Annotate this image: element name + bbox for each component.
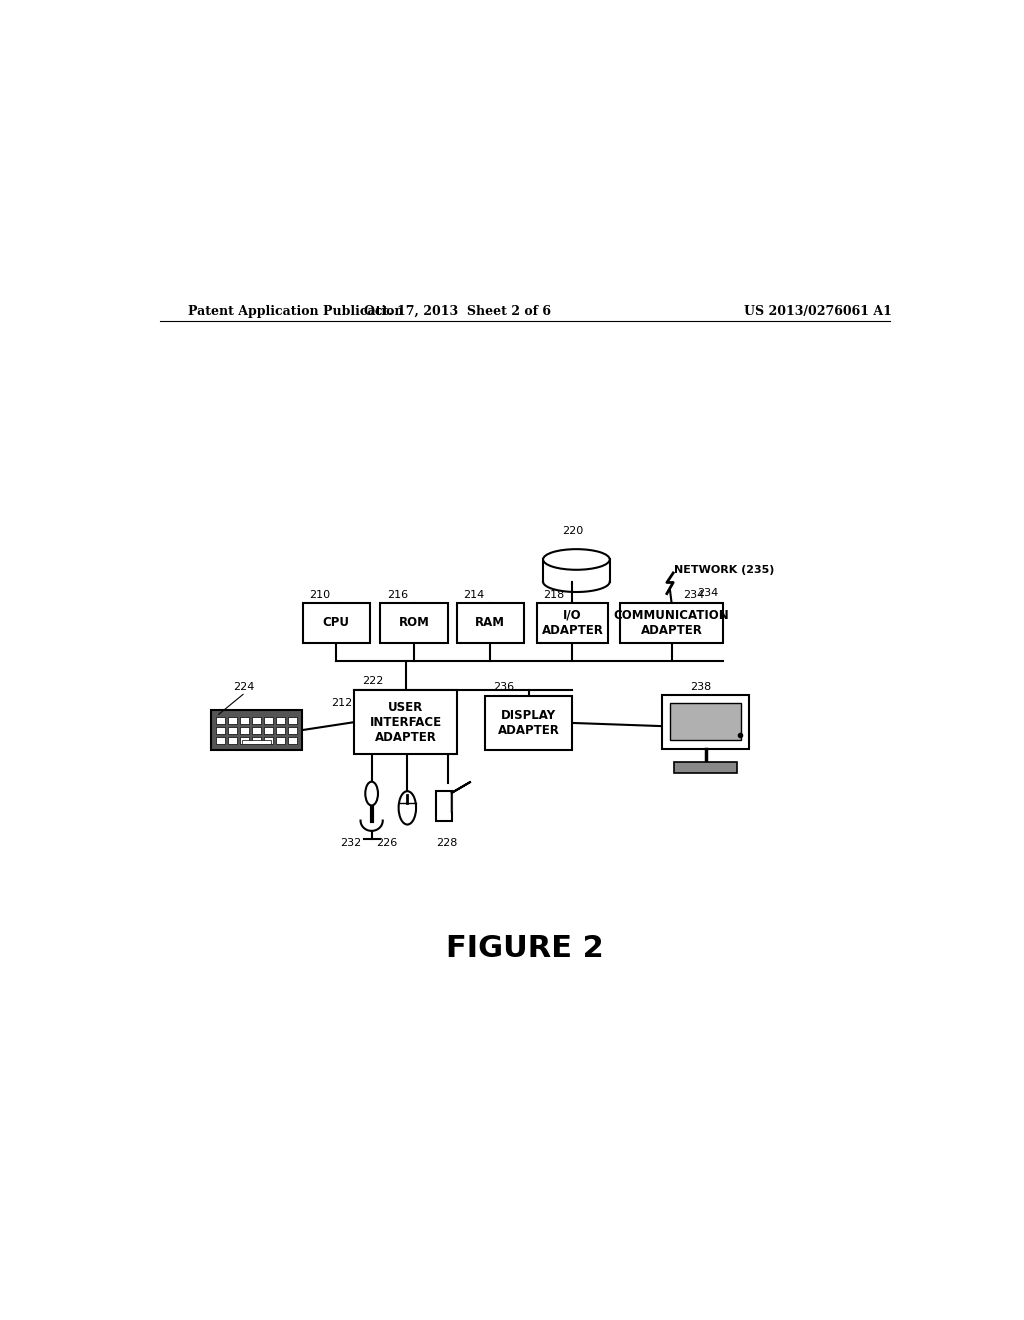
FancyBboxPatch shape [264,738,272,744]
FancyBboxPatch shape [228,727,238,734]
Ellipse shape [398,791,416,825]
Text: 210: 210 [309,590,330,599]
Text: USER
INTERFACE
ADAPTER: USER INTERFACE ADAPTER [370,701,441,743]
Text: 226: 226 [377,838,397,847]
Text: 216: 216 [387,590,408,599]
FancyBboxPatch shape [276,738,285,744]
FancyBboxPatch shape [228,717,238,723]
FancyBboxPatch shape [252,727,261,734]
Text: 232: 232 [340,838,361,847]
Ellipse shape [366,781,378,805]
FancyBboxPatch shape [663,696,750,750]
FancyBboxPatch shape [457,603,524,643]
Text: FIGURE 2: FIGURE 2 [445,933,604,962]
FancyBboxPatch shape [288,717,297,723]
Text: 220: 220 [562,525,583,536]
FancyBboxPatch shape [485,696,572,750]
Ellipse shape [543,549,609,570]
FancyBboxPatch shape [216,717,225,723]
FancyBboxPatch shape [241,738,249,744]
FancyBboxPatch shape [216,727,225,734]
FancyBboxPatch shape [216,738,225,744]
Text: I/O
ADAPTER: I/O ADAPTER [542,609,603,638]
FancyBboxPatch shape [276,727,285,734]
FancyBboxPatch shape [228,738,238,744]
Text: 212: 212 [331,698,352,708]
Text: ROM: ROM [398,616,429,630]
Text: DISPLAY
ADAPTER: DISPLAY ADAPTER [498,709,560,737]
FancyBboxPatch shape [303,603,370,643]
Polygon shape [452,781,471,812]
FancyBboxPatch shape [264,717,272,723]
Text: Oct. 17, 2013  Sheet 2 of 6: Oct. 17, 2013 Sheet 2 of 6 [364,305,551,318]
FancyBboxPatch shape [354,690,458,754]
FancyBboxPatch shape [276,717,285,723]
FancyBboxPatch shape [241,727,249,734]
FancyBboxPatch shape [243,739,270,744]
FancyBboxPatch shape [211,710,302,750]
Text: 234: 234 [697,589,718,598]
FancyBboxPatch shape [674,762,737,774]
Text: CPU: CPU [323,616,350,630]
Text: 228: 228 [436,838,458,847]
Text: 236: 236 [494,682,514,692]
FancyBboxPatch shape [537,603,608,643]
FancyBboxPatch shape [436,791,452,821]
FancyBboxPatch shape [620,603,723,643]
Text: 214: 214 [463,590,484,599]
FancyBboxPatch shape [380,603,447,643]
Text: Patent Application Publication: Patent Application Publication [187,305,403,318]
FancyBboxPatch shape [252,717,261,723]
Text: 234: 234 [684,590,705,599]
Text: 222: 222 [362,676,383,686]
Text: RAM: RAM [475,616,505,630]
FancyBboxPatch shape [288,727,297,734]
FancyBboxPatch shape [252,738,261,744]
FancyBboxPatch shape [670,704,741,739]
Text: COMMUNICATION
ADAPTER: COMMUNICATION ADAPTER [613,609,729,638]
FancyBboxPatch shape [241,717,249,723]
Text: US 2013/0276061 A1: US 2013/0276061 A1 [744,305,892,318]
FancyBboxPatch shape [288,738,297,744]
Text: NETWORK (235): NETWORK (235) [674,565,774,574]
FancyBboxPatch shape [264,727,272,734]
Text: 224: 224 [233,682,255,692]
Text: 218: 218 [543,590,564,599]
Text: 238: 238 [690,682,711,692]
